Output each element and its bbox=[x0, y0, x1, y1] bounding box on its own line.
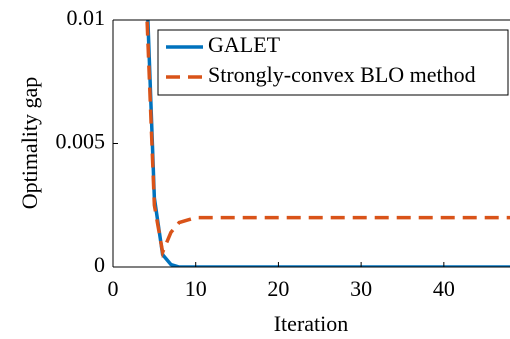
legend-label: Strongly-convex BLO method bbox=[208, 62, 476, 87]
y-axis-label: Optimality gap bbox=[17, 77, 42, 210]
x-axis-label: Iteration bbox=[274, 311, 349, 336]
series-line bbox=[145, 20, 510, 259]
x-tick-label: 10 bbox=[185, 276, 207, 301]
legend-label: GALET bbox=[208, 32, 281, 57]
legend-box bbox=[157, 29, 509, 96]
plot-area bbox=[145, 20, 510, 267]
y-tick-label: 0.01 bbox=[67, 5, 106, 30]
x-tick-label: 30 bbox=[350, 276, 372, 301]
y-tick-label: 0.005 bbox=[56, 129, 106, 154]
x-tick-label: 20 bbox=[267, 276, 289, 301]
x-tick-label: 40 bbox=[433, 276, 455, 301]
y-tick-label: 0 bbox=[94, 252, 105, 277]
x-tick-label: 0 bbox=[108, 276, 119, 301]
